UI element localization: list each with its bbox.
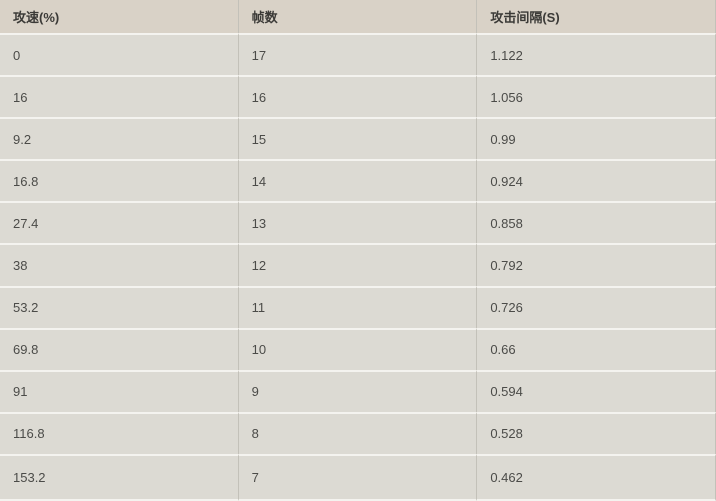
table-cell-attack_speed: 91 [0,369,239,412]
table-cell-attack_speed: 16 [0,75,239,118]
table-cell-frames: 14 [238,159,478,202]
table-row: 16 16 1.056 [0,75,716,118]
table-row: 153.2 7 0.462 [0,453,716,501]
table-cell-interval: 0.462 [477,453,716,501]
table-cell-frames: 9 [238,369,478,412]
table-header: 攻速(%) 帧数 攻击间隔(S) [0,0,716,33]
table-cell-attack_speed: 53.2 [0,285,239,328]
table-cell-frames: 17 [238,33,478,76]
table-cell-frames: 15 [238,117,478,160]
table-cell-frames: 16 [238,75,478,118]
table-cell-interval: 0.594 [477,369,716,412]
table-row: 27.4 13 0.858 [0,201,716,244]
table-cell-attack_speed: 38 [0,243,239,286]
table-row: 0 17 1.122 [0,33,716,76]
table-cell-attack_speed: 69.8 [0,327,239,370]
table-cell-interval: 0.858 [477,201,716,244]
table-cell-attack_speed: 27.4 [0,201,239,244]
table-row: 16.8 14 0.924 [0,159,716,202]
table-header-row: 攻速(%) 帧数 攻击间隔(S) [0,0,716,33]
table-cell-frames: 11 [238,285,478,328]
table-cell-interval: 0.792 [477,243,716,286]
table-cell-frames: 13 [238,201,478,244]
table-row: 69.8 10 0.66 [0,327,716,370]
table-row: 9.2 15 0.99 [0,117,716,160]
table-cell-interval: 0.924 [477,159,716,202]
table-cell-attack_speed: 9.2 [0,117,239,160]
table-row: 116.8 8 0.528 [0,411,716,454]
table-row: 38 12 0.792 [0,243,716,286]
column-header-attack-speed: 攻速(%) [0,0,239,33]
table-cell-frames: 8 [238,411,478,454]
table-cell-interval: 1.056 [477,75,716,118]
column-header-frames: 帧数 [238,0,478,33]
table-cell-interval: 0.528 [477,411,716,454]
table-cell-attack_speed: 153.2 [0,453,239,501]
table-cell-interval: 0.66 [477,327,716,370]
table-body: 0 17 1.122 16 16 1.056 9.2 15 0.99 16.8 14 0.924 27.… [0,33,716,501]
table-cell-attack_speed: 16.8 [0,159,239,202]
column-header-attack-interval: 攻击间隔(S) [477,0,716,33]
table-cell-interval: 0.99 [477,117,716,160]
table-cell-interval: 0.726 [477,285,716,328]
table-cell-interval: 1.122 [477,33,716,76]
table-row: 91 9 0.594 [0,369,716,412]
table-row: 53.2 11 0.726 [0,285,716,328]
table-cell-frames: 12 [238,243,478,286]
table-cell-frames: 7 [238,453,478,501]
table-cell-frames: 10 [238,327,478,370]
table-cell-attack_speed: 0 [0,33,239,76]
table-cell-attack_speed: 116.8 [0,411,239,454]
